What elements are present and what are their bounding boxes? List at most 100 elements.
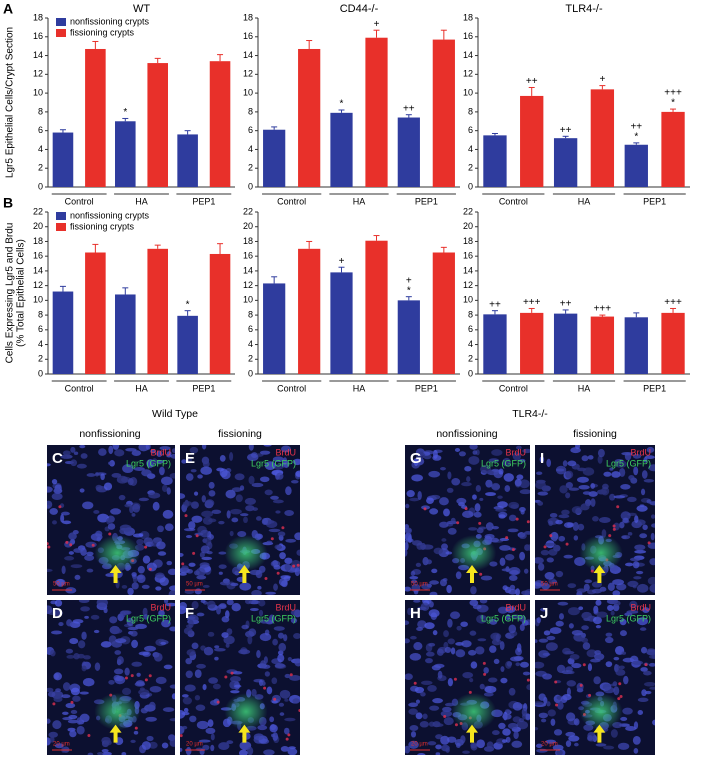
nucleus	[539, 456, 545, 463]
nucleus	[620, 511, 631, 521]
nucleus	[79, 445, 86, 449]
nucleus	[68, 532, 77, 540]
nucleus	[485, 522, 494, 531]
nucleus	[405, 638, 410, 644]
nucleus	[155, 586, 162, 591]
nucleus	[290, 480, 299, 484]
nucleus	[53, 672, 62, 681]
nucleus	[124, 503, 133, 508]
nucleus	[201, 510, 214, 518]
nucleus	[169, 585, 175, 591]
nucleus	[200, 529, 210, 538]
nucleus	[259, 632, 272, 642]
gfp-glow	[94, 693, 141, 731]
nucleus	[219, 581, 231, 586]
arrow	[238, 565, 251, 583]
nucleus	[536, 743, 543, 749]
nucleus	[613, 600, 621, 606]
nucleus	[70, 564, 83, 569]
scale-label: 50 µm	[53, 582, 70, 588]
nucleus	[512, 716, 521, 723]
nucleus	[513, 731, 519, 740]
nucleus	[249, 607, 259, 612]
error-bar	[405, 114, 412, 118]
nucleus	[287, 657, 292, 662]
panel-letter: B	[3, 195, 13, 211]
bar	[432, 252, 455, 374]
nucleus	[47, 500, 53, 509]
y-tick-label: 6	[468, 324, 473, 334]
scale-label: 50 µm	[541, 582, 558, 588]
nucleus	[169, 718, 175, 722]
nucleus	[195, 567, 206, 577]
nucleus	[527, 544, 530, 551]
nucleus	[98, 448, 107, 456]
x-tick-label: Control	[65, 196, 94, 206]
brdu-spot	[58, 505, 62, 509]
nucleus	[558, 535, 566, 542]
nucleus	[83, 655, 91, 660]
nucleus	[230, 508, 242, 515]
nucleus	[643, 457, 648, 463]
nucleus	[293, 633, 300, 639]
nucleus	[218, 564, 227, 569]
nucleus	[182, 697, 192, 705]
nucleus	[207, 719, 214, 727]
y-tick-label: 14	[243, 265, 253, 275]
nucleus	[544, 571, 555, 580]
nucleus	[127, 626, 139, 631]
nucleus	[141, 469, 152, 477]
nucleus	[243, 516, 248, 524]
bar	[520, 95, 544, 187]
nucleus	[479, 683, 485, 690]
nucleus	[413, 600, 421, 603]
nucleus	[127, 587, 134, 595]
nucleus	[536, 471, 543, 475]
nucleus	[111, 473, 122, 478]
nucleus	[271, 677, 278, 685]
nucleus	[619, 630, 627, 637]
nucleus	[542, 673, 553, 680]
nucleus	[456, 625, 462, 631]
error-bar	[338, 266, 345, 273]
brdu-spot	[65, 540, 69, 544]
nucleus	[166, 560, 173, 566]
nucleus	[525, 713, 530, 721]
nucleus	[502, 713, 512, 720]
nucleus	[53, 695, 63, 703]
x-tick-label: HA	[135, 383, 148, 393]
nucleus	[149, 685, 162, 693]
gfp-glow	[451, 693, 497, 731]
nucleus	[428, 642, 436, 647]
nucleus	[575, 445, 581, 450]
error-bar	[184, 310, 191, 316]
nucleus	[535, 701, 544, 706]
nucleus	[97, 513, 109, 523]
nucleus	[577, 476, 589, 483]
nucleus	[162, 707, 175, 712]
nucleus	[646, 499, 652, 504]
nucleus	[567, 583, 577, 589]
brdu-spot	[270, 537, 274, 541]
nucleus	[521, 590, 530, 595]
significance-mark: +	[374, 19, 380, 30]
nucleus	[417, 752, 426, 755]
nucleus	[264, 461, 276, 470]
nucleus	[491, 468, 500, 472]
nuclei	[535, 600, 655, 755]
nucleus	[284, 563, 291, 571]
nucleus	[123, 528, 132, 532]
error-bar	[562, 135, 569, 139]
nucleus	[440, 710, 453, 717]
nucleus	[87, 752, 94, 755]
nucleus	[424, 622, 435, 630]
bar	[52, 291, 74, 374]
x-tick-label: PEP1	[415, 196, 438, 206]
nucleus	[548, 520, 554, 526]
nucleus	[405, 586, 412, 592]
nucleus	[80, 606, 90, 612]
nucleus	[81, 665, 87, 672]
y-tick-label: 18	[243, 12, 253, 22]
nucleus	[95, 484, 103, 491]
